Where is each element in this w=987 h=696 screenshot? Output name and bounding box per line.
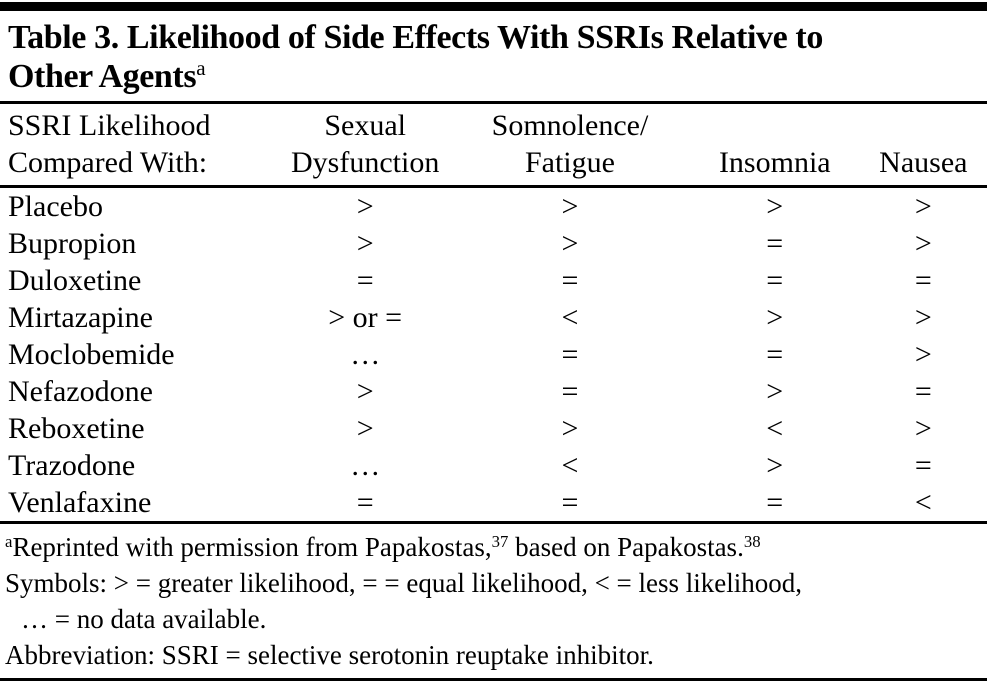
- table-bottom-rule: [0, 521, 987, 524]
- table-row-bupropion: Bupropion > > = >: [0, 225, 987, 262]
- symbol-cell: =: [914, 264, 932, 297]
- symbol-cell: <: [561, 301, 579, 334]
- header-ssri-compared-with: SSRI Likelihood Compared With:: [0, 104, 281, 188]
- header-somnolence-line-1: Somnolence/: [491, 109, 649, 142]
- symbol-cell: <: [561, 449, 579, 482]
- agent-name: Venlafaxine: [8, 486, 152, 519]
- header-ssri-line-2: Compared With:: [8, 146, 208, 179]
- header-insomnia-label: Insomnia: [718, 146, 831, 179]
- symbol-cell: >: [914, 301, 932, 334]
- symbol-cell: <: [766, 412, 784, 445]
- header-somnolence-line-2: Fatigue: [524, 146, 615, 179]
- title-divider-rule: [0, 101, 987, 104]
- header-sexual-line-1: Sexual: [324, 109, 407, 142]
- symbol-cell: >: [766, 375, 784, 408]
- footnote-marker-a: a: [5, 531, 13, 551]
- figure-bottom-rule: [0, 678, 987, 681]
- table-row-moclobemide: Moclobemide … = = >: [0, 336, 987, 373]
- symbol-cell: >: [766, 449, 784, 482]
- footnote-reprint: aReprinted with permission from Papakost…: [5, 529, 979, 565]
- table-row-nefazodone: Nefazodone > = > =: [0, 373, 987, 410]
- agent-name: Duloxetine: [8, 264, 142, 297]
- symbol-cell: …: [350, 338, 381, 371]
- table-row-mirtazapine: Mirtazapine > or = < > >: [0, 299, 987, 336]
- symbol-cell: >: [914, 338, 932, 371]
- header-ssri-line-1: SSRI Likelihood: [8, 109, 211, 142]
- footnote-symbols: Symbols: > = greater likelihood, = = equ…: [5, 565, 979, 637]
- symbol-cell: =: [766, 227, 784, 260]
- agent-name: Trazodone: [8, 449, 136, 482]
- agent-name: Mirtazapine: [8, 301, 153, 334]
- title-line-2-text: Other Agents: [8, 58, 197, 95]
- symbol-cell: >: [356, 190, 374, 223]
- symbol-cell: =: [561, 338, 579, 371]
- header-somnolence-fatigue: Somnolence/ Fatigue: [450, 104, 690, 188]
- symbol-cell: >: [914, 190, 932, 223]
- symbol-cell: =: [561, 264, 579, 297]
- side-effects-table: SSRI Likelihood Compared With: Sexual Dy…: [0, 104, 987, 521]
- header-row: SSRI Likelihood Compared With: Sexual Dy…: [0, 104, 987, 188]
- footnote-abbreviation: Abbreviation: SSRI = selective serotonin…: [5, 640, 654, 670]
- symbol-cell: =: [561, 375, 579, 408]
- symbol-cell: =: [356, 264, 374, 297]
- table-title: Table 3. Likelihood of Side Effects With…: [0, 11, 987, 101]
- agent-name: Bupropion: [8, 227, 137, 260]
- agent-name: Placebo: [8, 190, 103, 223]
- symbol-cell: > or =: [328, 301, 403, 334]
- header-sexual-line-2: Dysfunction: [291, 146, 440, 179]
- header-nausea-label: Nausea: [879, 146, 968, 179]
- symbol-cell: =: [914, 449, 932, 482]
- table-row-venlafaxine: Venlafaxine = = = <: [0, 484, 987, 521]
- footnotes: aReprinted with permission from Papakost…: [0, 524, 987, 673]
- reference-38: 38: [743, 531, 761, 551]
- agent-name: Reboxetine: [8, 412, 145, 445]
- symbol-cell: =: [766, 486, 784, 519]
- agent-name: Moclobemide: [8, 338, 175, 371]
- table-row-reboxetine: Reboxetine > > < >: [0, 410, 987, 447]
- footnote-reprint-text-1: Reprinted with permission from Papakosta…: [12, 532, 492, 562]
- symbol-cell: =: [914, 375, 932, 408]
- reference-37: 37: [491, 531, 509, 551]
- symbol-cell: >: [356, 227, 374, 260]
- top-rule: [0, 2, 987, 11]
- symbol-cell: >: [356, 412, 374, 445]
- symbol-cell: =: [766, 264, 784, 297]
- symbol-cell: …: [350, 449, 381, 482]
- symbol-cell: =: [356, 486, 374, 519]
- symbol-cell: >: [561, 412, 579, 445]
- footnote-symbols-line-2: … = no data available.: [21, 604, 267, 634]
- symbol-cell: =: [561, 486, 579, 519]
- symbol-cell: >: [914, 227, 932, 260]
- table-row-trazodone: Trazodone … < > =: [0, 447, 987, 484]
- header-insomnia: Insomnia: [689, 104, 860, 188]
- title-line-2: Other Agentsa: [8, 57, 979, 96]
- header-sexual-dysfunction: Sexual Dysfunction: [280, 104, 451, 188]
- symbol-cell: >: [356, 375, 374, 408]
- agent-name: Nefazodone: [8, 375, 153, 408]
- title-footnote-marker: a: [196, 56, 206, 81]
- symbol-cell: =: [766, 338, 784, 371]
- symbol-cell: >: [766, 190, 784, 223]
- footnote-symbols-line-1: Symbols: > = greater likelihood, = = equ…: [5, 568, 803, 598]
- symbol-cell: >: [561, 190, 579, 223]
- footnote-reprint-text-2: based on Papakostas.: [508, 532, 744, 562]
- symbol-cell: >: [561, 227, 579, 260]
- symbol-cell: >: [914, 412, 932, 445]
- table-row-placebo: Placebo > > > >: [0, 187, 987, 226]
- symbol-cell: >: [766, 301, 784, 334]
- table-row-duloxetine: Duloxetine = = = =: [0, 262, 987, 299]
- symbol-cell: <: [914, 486, 932, 519]
- header-nausea: Nausea: [859, 104, 987, 188]
- title-line-1: Table 3. Likelihood of Side Effects With…: [8, 19, 823, 56]
